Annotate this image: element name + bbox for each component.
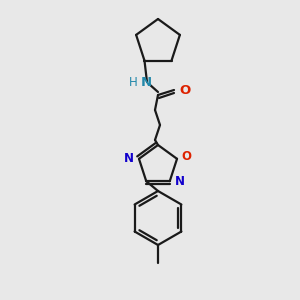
Text: O: O [181,150,191,163]
Text: H: H [129,76,138,89]
Text: N: N [124,152,134,165]
Text: O: O [179,85,190,98]
Text: N: N [175,175,185,188]
Text: N: N [140,76,152,89]
